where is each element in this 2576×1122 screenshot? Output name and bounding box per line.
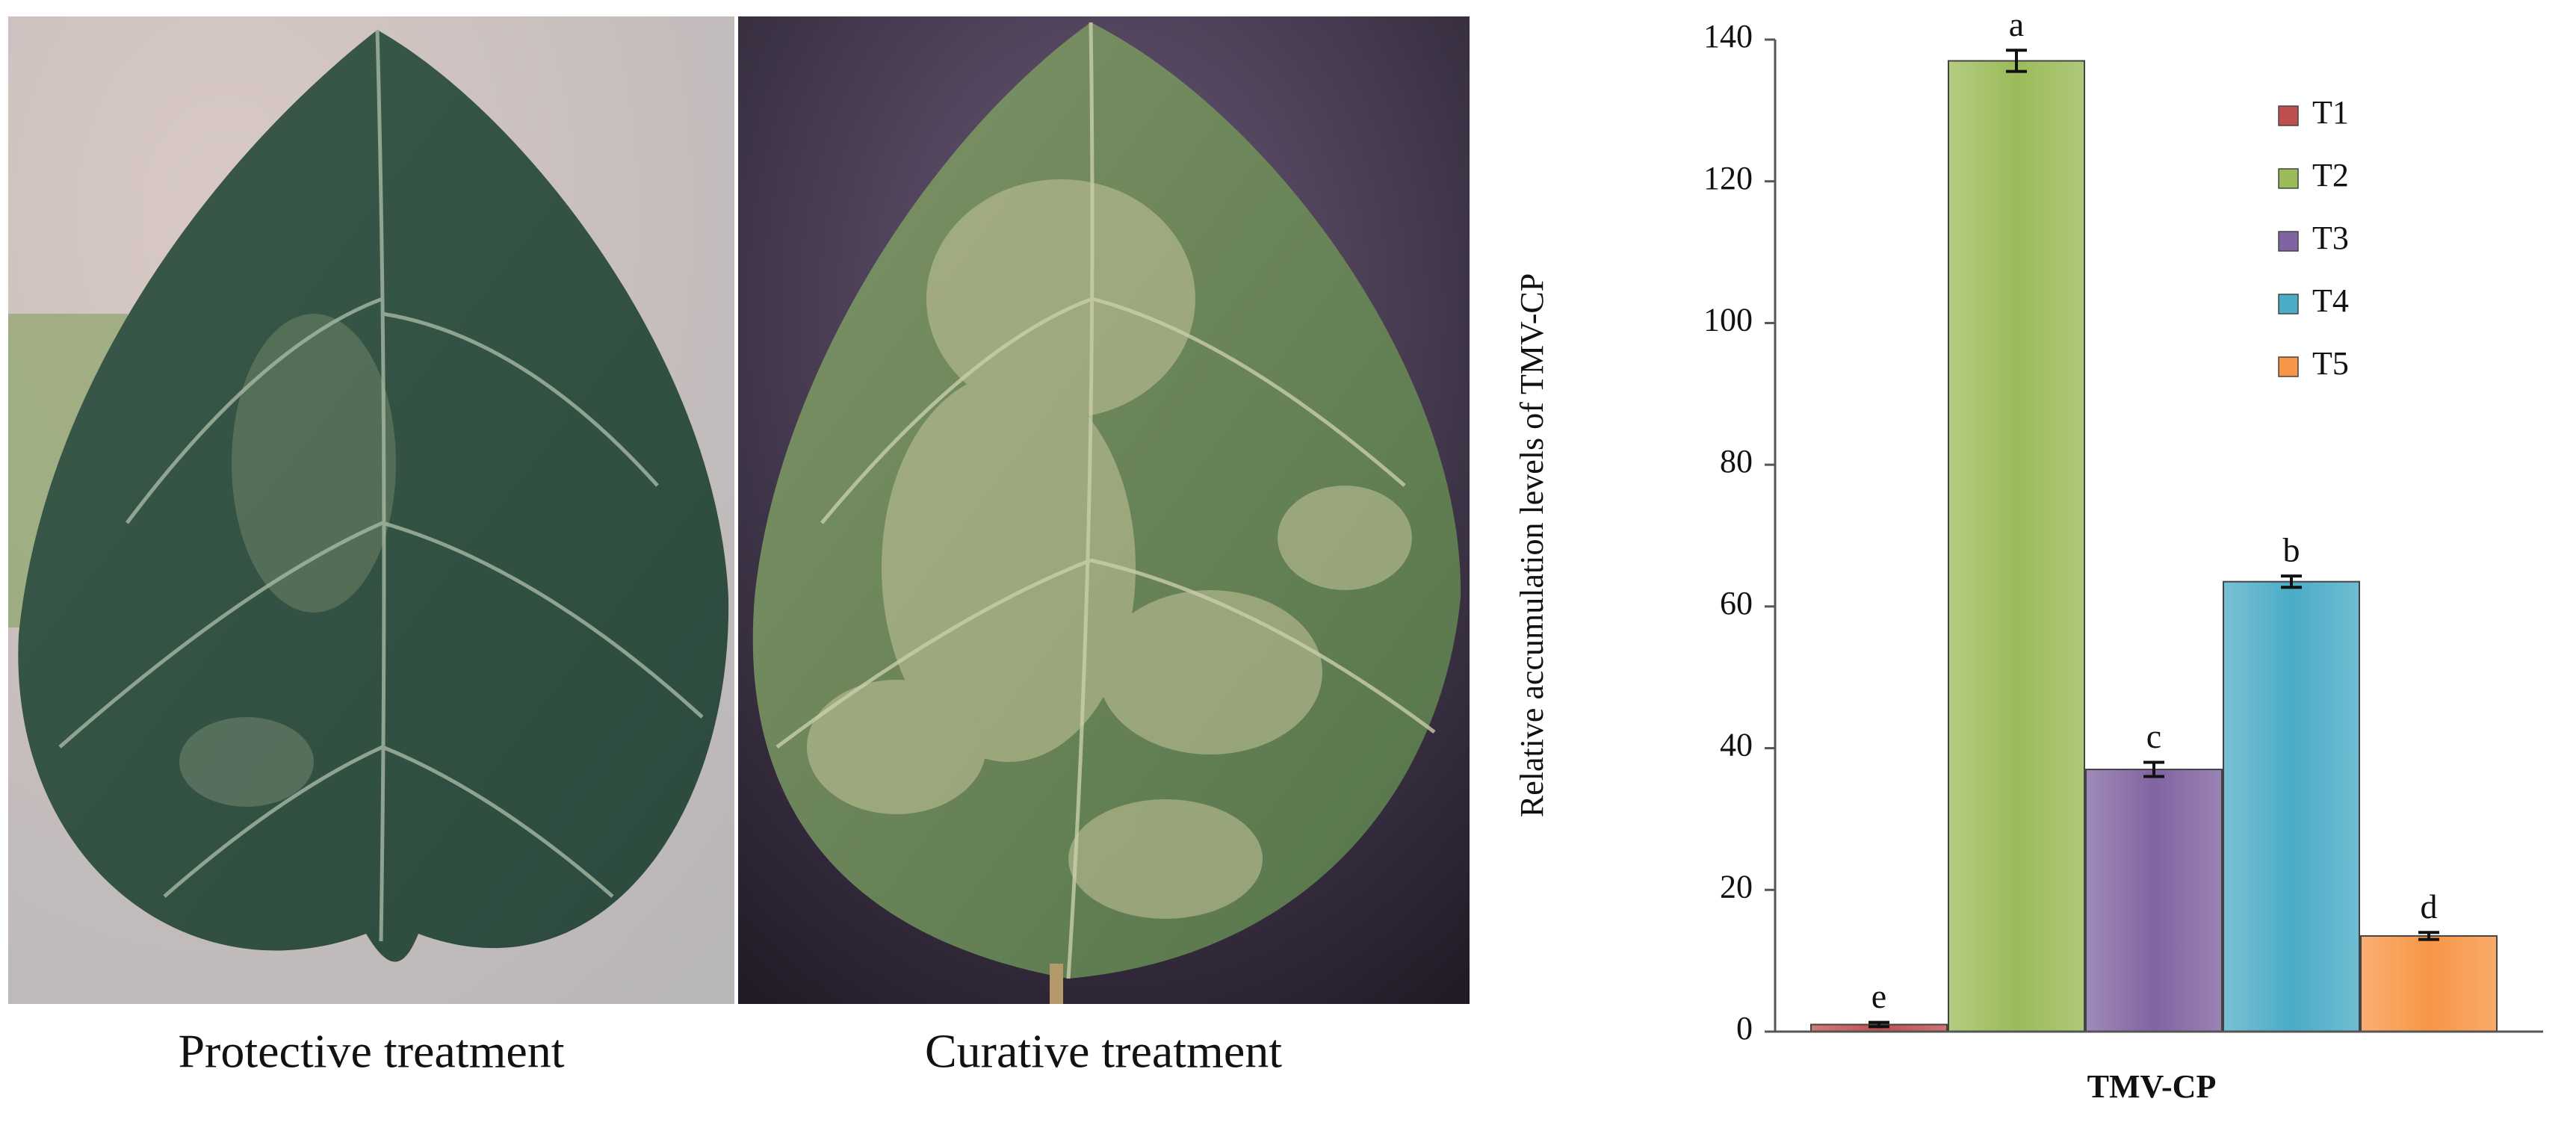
legend-label: T4 xyxy=(2312,282,2349,319)
y-axis-label: Relative accumulation levels of TMV-CP xyxy=(1514,273,1550,817)
y-tick-label: 20 xyxy=(1720,868,1753,905)
legend-label: T2 xyxy=(2312,157,2349,193)
significance-letter: b xyxy=(2283,531,2300,569)
x-axis-label: TMV-CP xyxy=(2087,1068,2217,1105)
y-tick-label: 40 xyxy=(1720,727,1753,763)
legend-swatch xyxy=(2278,294,2299,314)
photo-protective xyxy=(8,16,734,1004)
photo-curative xyxy=(738,16,1470,1004)
significance-letter: a xyxy=(2009,5,2024,43)
legend-swatch xyxy=(2278,168,2299,189)
legend-swatch xyxy=(2278,105,2299,126)
y-tick-label: 140 xyxy=(1703,18,1753,55)
bar xyxy=(2223,580,2360,1032)
significance-letter: d xyxy=(2421,887,2438,926)
legend-swatch xyxy=(2278,356,2299,377)
y-tick-label: 100 xyxy=(1703,302,1753,338)
error-bar xyxy=(2418,931,2439,941)
legend-swatch xyxy=(2278,231,2299,252)
error-bar xyxy=(2143,760,2164,778)
error-bar xyxy=(1868,1020,1889,1029)
y-tick-label: 80 xyxy=(1720,443,1753,480)
y-tick-label: 60 xyxy=(1720,585,1753,622)
photo-caption: Curative treatment xyxy=(925,1025,1282,1078)
legend-label: T1 xyxy=(2312,94,2349,131)
legend-label: T5 xyxy=(2312,345,2349,382)
y-tick-label: 120 xyxy=(1703,160,1753,196)
y-tick-label: 0 xyxy=(1736,1010,1753,1047)
legend-label: T3 xyxy=(2312,220,2349,256)
bar xyxy=(1948,60,2085,1032)
bar xyxy=(2085,769,2223,1032)
error-bar xyxy=(2281,574,2302,589)
photo-caption: Protective treatment xyxy=(178,1025,564,1078)
bar xyxy=(2360,935,2498,1033)
significance-letter: c xyxy=(2146,717,2161,755)
error-bar xyxy=(2006,49,2027,73)
significance-letter: e xyxy=(1871,977,1886,1015)
